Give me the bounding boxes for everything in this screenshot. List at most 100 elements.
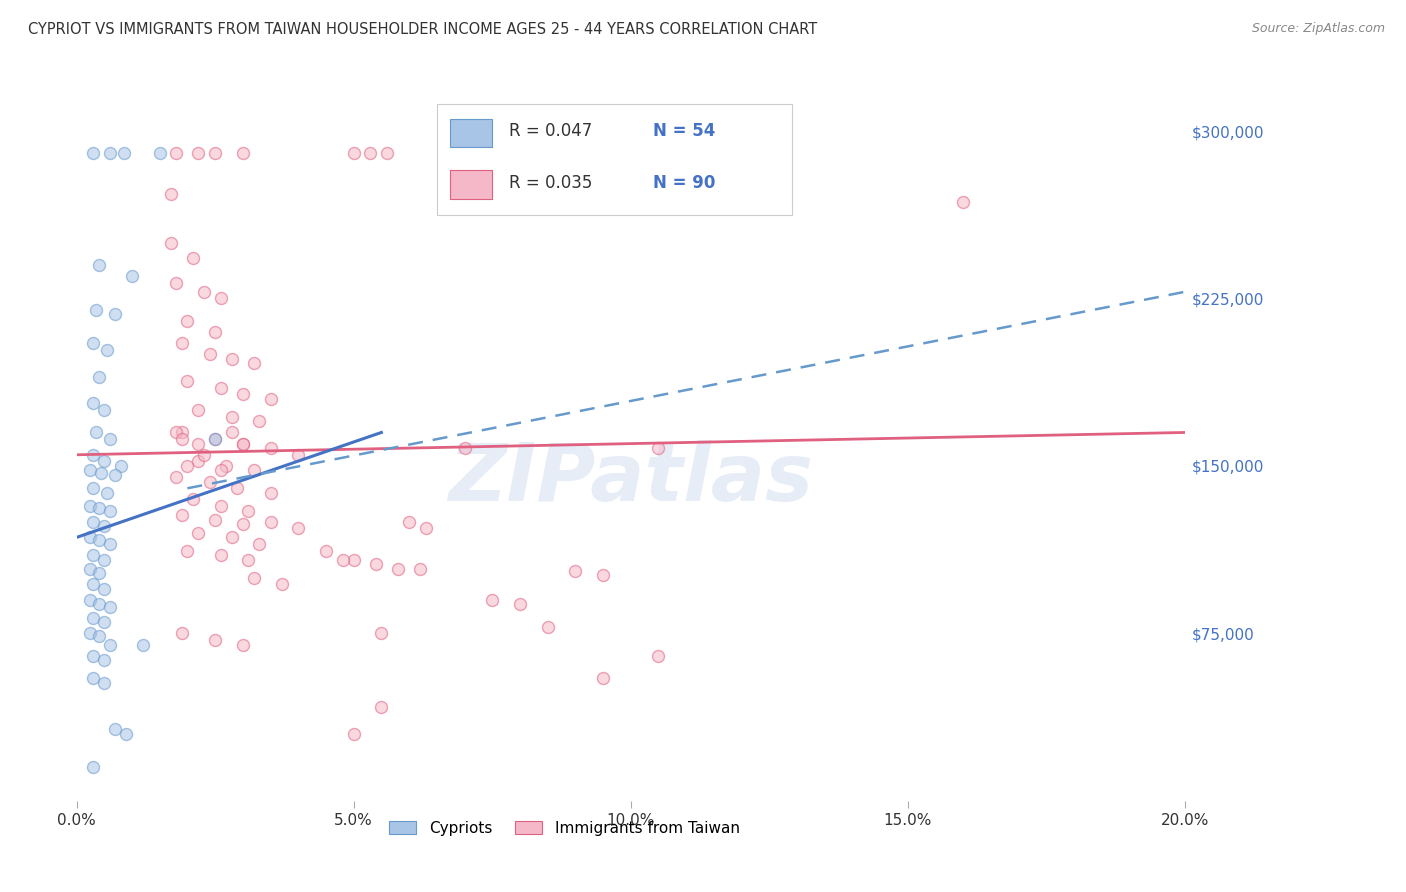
Point — [165, 470, 187, 484]
Point — [82, 648, 104, 663]
Point — [82, 577, 104, 591]
Point — [243, 356, 266, 370]
Point — [93, 675, 115, 690]
Point — [270, 577, 292, 591]
Point — [98, 432, 121, 446]
Point — [149, 146, 172, 161]
Point — [93, 403, 115, 417]
Point — [98, 638, 121, 652]
Point — [110, 458, 132, 473]
Point — [84, 425, 107, 440]
Point — [87, 501, 110, 516]
FancyBboxPatch shape — [437, 104, 792, 215]
Point — [409, 562, 432, 576]
Point — [204, 432, 226, 446]
Point — [232, 436, 254, 450]
Point — [204, 325, 226, 339]
Point — [98, 599, 121, 614]
Point — [87, 369, 110, 384]
Point — [170, 508, 193, 522]
Point — [93, 454, 115, 468]
Point — [79, 499, 101, 513]
Point — [176, 374, 198, 388]
Point — [93, 582, 115, 596]
Point — [98, 503, 121, 517]
Text: CYPRIOT VS IMMIGRANTS FROM TAIWAN HOUSEHOLDER INCOME AGES 25 - 44 YEARS CORRELAT: CYPRIOT VS IMMIGRANTS FROM TAIWAN HOUSEH… — [28, 22, 817, 37]
Point — [375, 146, 398, 161]
Point — [93, 653, 115, 667]
Point — [952, 195, 974, 210]
Point — [82, 336, 104, 351]
Point — [232, 516, 254, 531]
Point — [176, 314, 198, 328]
Point — [204, 512, 226, 526]
Point — [287, 521, 309, 535]
Point — [259, 441, 281, 455]
Point — [232, 436, 254, 450]
Point — [204, 432, 226, 446]
Text: R = 0.047: R = 0.047 — [509, 122, 592, 140]
Point — [243, 463, 266, 477]
Point — [370, 700, 392, 714]
Point — [82, 481, 104, 495]
Point — [232, 638, 254, 652]
Point — [198, 475, 221, 489]
Point — [181, 252, 204, 266]
Point — [187, 454, 209, 468]
Point — [204, 633, 226, 648]
Point — [343, 552, 366, 566]
Point — [564, 564, 586, 578]
Point — [287, 448, 309, 462]
Point — [82, 448, 104, 462]
Point — [82, 760, 104, 774]
Point — [259, 515, 281, 529]
Point — [82, 146, 104, 161]
Point — [249, 414, 271, 428]
Point — [93, 519, 115, 533]
Point — [226, 481, 249, 495]
Point — [193, 448, 215, 462]
Point — [82, 611, 104, 625]
Point — [112, 146, 135, 161]
Point — [221, 409, 243, 424]
Point — [243, 571, 266, 585]
Point — [343, 146, 366, 161]
Point — [87, 629, 110, 643]
Text: Source: ZipAtlas.com: Source: ZipAtlas.com — [1251, 22, 1385, 36]
Point — [221, 530, 243, 544]
Point — [79, 562, 101, 576]
Point — [249, 537, 271, 551]
Point — [104, 723, 127, 737]
Point — [87, 598, 110, 612]
Point — [79, 463, 101, 477]
Point — [187, 146, 209, 161]
Point — [82, 396, 104, 410]
Point — [221, 425, 243, 440]
Point — [537, 620, 560, 634]
Point — [84, 302, 107, 317]
Text: ZIPatlas: ZIPatlas — [449, 441, 813, 518]
Point — [90, 466, 112, 480]
Text: R = 0.035: R = 0.035 — [509, 174, 592, 192]
Point — [647, 648, 669, 663]
Point — [198, 347, 221, 361]
Point — [170, 626, 193, 640]
Point — [187, 403, 209, 417]
Point — [232, 387, 254, 401]
Point — [115, 727, 138, 741]
Point — [238, 503, 260, 517]
Point — [181, 492, 204, 507]
Point — [82, 671, 104, 685]
Point — [170, 432, 193, 446]
Point — [87, 258, 110, 272]
Point — [93, 615, 115, 630]
Point — [98, 146, 121, 161]
Point — [87, 533, 110, 547]
Point — [359, 146, 381, 161]
Point — [453, 441, 475, 455]
Point — [96, 343, 118, 357]
Point — [209, 381, 232, 395]
Point — [238, 552, 260, 566]
Point — [104, 307, 127, 321]
Point — [415, 521, 437, 535]
